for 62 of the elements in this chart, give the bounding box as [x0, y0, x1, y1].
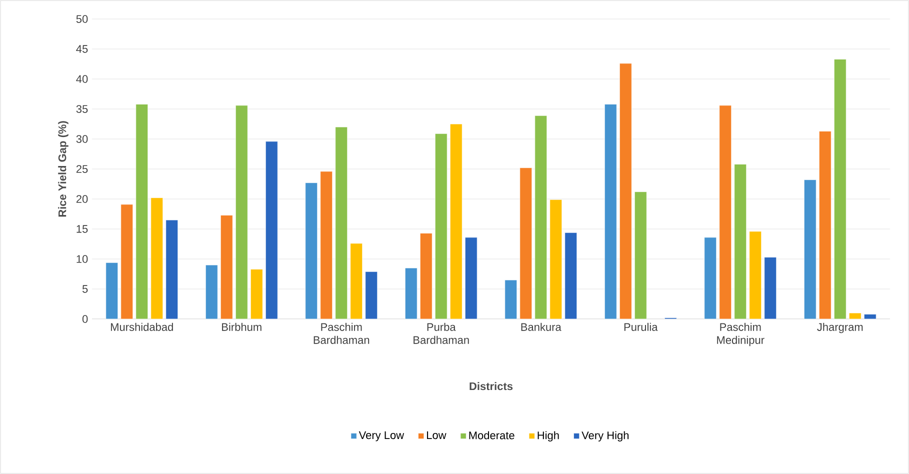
bar — [350, 243, 363, 319]
x-tick-label: Bankura — [521, 322, 562, 331]
bar — [504, 280, 518, 319]
bar — [834, 58, 846, 319]
x-axis-title: Districts — [470, 382, 513, 390]
bar — [420, 233, 432, 319]
bar — [265, 141, 278, 319]
bar — [804, 180, 816, 319]
bar — [619, 63, 632, 319]
legend-label: Low — [427, 431, 446, 440]
bar — [734, 164, 747, 319]
y-tick-label: 5 — [82, 285, 88, 293]
bar — [818, 131, 832, 319]
y-tick-label: 45 — [76, 45, 88, 53]
x-tick-label: Paschim Bardhaman — [314, 322, 370, 344]
y-tick-label: 50 — [76, 15, 88, 23]
y-tick-label: 15 — [76, 225, 88, 233]
x-tick-label: Purba Bardhaman — [414, 322, 469, 344]
y-tick-label: 25 — [76, 165, 88, 173]
bar — [235, 105, 248, 319]
bar — [634, 192, 647, 319]
bar — [106, 262, 118, 319]
y-tick-label: 40 — [76, 75, 88, 83]
bar — [550, 199, 562, 319]
legend-label: Very Low — [358, 431, 404, 442]
bar — [520, 168, 532, 319]
bar — [404, 268, 418, 319]
y-tick-label: 10 — [76, 255, 88, 263]
legend-label: Very High — [582, 431, 629, 442]
bar — [434, 133, 448, 319]
y-axis-title: Rice Yield Gap (%) — [58, 121, 68, 217]
bar — [136, 104, 148, 319]
y-tick-label: 30 — [76, 135, 88, 143]
x-tick-label: Birbhum — [222, 322, 262, 331]
bar — [564, 232, 578, 319]
bar — [534, 115, 548, 319]
bar — [220, 215, 233, 319]
bar — [604, 104, 617, 319]
bar — [464, 237, 478, 319]
legend-label: High — [538, 431, 559, 442]
legend-label: Moderate — [469, 431, 514, 440]
y-tick-label: 0 — [82, 315, 88, 323]
bar — [335, 126, 348, 319]
x-tick-label: Murshidabad — [110, 322, 173, 331]
bar — [704, 237, 717, 319]
bar — [450, 124, 462, 319]
bar — [764, 257, 777, 319]
bar — [320, 171, 333, 319]
y-tick-label: 20 — [76, 195, 88, 203]
bar — [305, 182, 318, 319]
bar — [150, 198, 164, 319]
bar — [166, 220, 178, 319]
x-tick-label: Purulia — [624, 322, 658, 331]
bar — [205, 264, 218, 319]
bar — [120, 204, 134, 319]
bar — [250, 269, 263, 319]
y-tick-label: 35 — [76, 105, 88, 113]
bar — [749, 231, 762, 319]
bar — [719, 105, 732, 319]
x-tick-label: Paschim Medinipur — [717, 322, 764, 346]
x-tick-label: Jhargram — [817, 322, 863, 334]
bar — [365, 271, 378, 319]
